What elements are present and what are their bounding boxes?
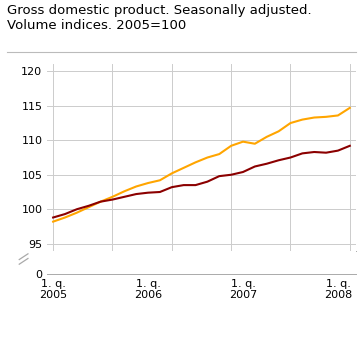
Gross domestic product (158, 190, 162, 194)
Gross domestic product (63, 212, 67, 216)
Text: 1. q.
2005: 1. q. 2005 (39, 279, 67, 300)
Gross domestic product (288, 155, 293, 160)
Gross domestic product (265, 161, 269, 166)
Gross domestic produkt, Mainland-Norway (324, 115, 328, 119)
Gross domestic product (229, 173, 233, 177)
Gross domestic produkt, Mainland-Norway (146, 181, 150, 185)
Gross domestic produkt, Mainland-Norway (122, 189, 127, 193)
Gross domestic produkt, Mainland-Norway (300, 117, 305, 122)
Gross domestic produkt, Mainland-Norway (253, 141, 257, 146)
Line: Gross domestic produkt, Mainland-Norway: Gross domestic produkt, Mainland-Norway (53, 108, 350, 222)
Gross domestic product (300, 151, 305, 155)
Gross domestic product (134, 192, 138, 196)
Gross domestic produkt, Mainland-Norway (241, 140, 245, 144)
Gross domestic produkt, Mainland-Norway (110, 195, 115, 199)
Gross domestic product (98, 199, 103, 204)
Gross domestic product (86, 204, 91, 208)
Gross domestic produkt, Mainland-Norway (63, 216, 67, 220)
Text: 1. q.
2008: 1. q. 2008 (324, 279, 352, 300)
Gross domestic product (348, 144, 352, 148)
Gross domestic produkt, Mainland-Norway (265, 135, 269, 139)
Gross domestic product (324, 151, 328, 155)
Gross domestic produkt, Mainland-Norway (348, 106, 352, 110)
Gross domestic produkt, Mainland-Norway (229, 144, 233, 148)
Gross domestic product (51, 216, 55, 220)
Line: Gross domestic product: Gross domestic product (53, 146, 350, 218)
Gross domestic produkt, Mainland-Norway (277, 129, 281, 134)
Gross domestic product (241, 170, 245, 174)
Gross domestic produkt, Mainland-Norway (75, 211, 79, 215)
Text: 1. q.
2007: 1. q. 2007 (229, 279, 257, 300)
Gross domestic produkt, Mainland-Norway (193, 160, 198, 164)
Gross domestic product (122, 195, 127, 199)
Text: Gross domestic product. Seasonally adjusted.
Volume indices. 2005=100: Gross domestic product. Seasonally adjus… (7, 4, 312, 32)
Gross domestic produkt, Mainland-Norway (336, 113, 340, 118)
Text: 1. q.
2006: 1. q. 2006 (134, 279, 162, 300)
Gross domestic produkt, Mainland-Norway (182, 166, 186, 170)
Gross domestic product (277, 158, 281, 163)
Gross domestic produkt, Mainland-Norway (98, 199, 103, 204)
Gross domestic product (182, 183, 186, 187)
Gross domestic produkt, Mainland-Norway (158, 178, 162, 183)
Gross domestic produkt, Mainland-Norway (312, 115, 317, 120)
Gross domestic produkt, Mainland-Norway (134, 184, 138, 189)
Gross domestic product (312, 150, 317, 154)
Gross domestic product (336, 149, 340, 153)
Gross domestic product (217, 174, 221, 178)
Gross domestic produkt, Mainland-Norway (170, 171, 174, 175)
Gross domestic product (146, 190, 150, 195)
Gross domestic produkt, Mainland-Norway (86, 205, 91, 209)
Gross domestic product (110, 197, 115, 202)
Gross domestic product (170, 185, 174, 189)
Gross domestic product (205, 179, 209, 184)
Gross domestic produkt, Mainland-Norway (217, 152, 221, 156)
Gross domestic produkt, Mainland-Norway (51, 219, 55, 224)
Gross domestic product (75, 207, 79, 211)
Gross domestic product (193, 183, 198, 187)
Gross domestic produkt, Mainland-Norway (205, 155, 209, 160)
Gross domestic product (253, 164, 257, 169)
Gross domestic produkt, Mainland-Norway (288, 121, 293, 125)
